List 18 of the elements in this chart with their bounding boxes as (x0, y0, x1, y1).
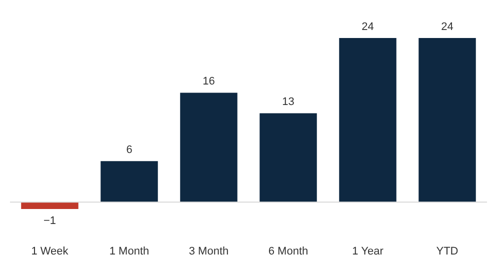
x-tick-label: 1 Week (31, 246, 69, 258)
x-tick-label: 6 Month (268, 246, 308, 258)
bar (21, 202, 78, 209)
x-tick-label: 1 Year (352, 246, 384, 258)
bar (418, 38, 476, 202)
x-tick-label: YTD (436, 246, 458, 258)
bar (339, 38, 396, 202)
data-label: 16 (202, 76, 215, 88)
data-label: 13 (282, 96, 294, 108)
bar (100, 161, 158, 202)
data-label: −1 (43, 215, 56, 227)
bar (180, 92, 238, 202)
x-tick-label: 3 Month (188, 246, 229, 258)
x-tick-label: 1 Month (109, 246, 150, 258)
bar (260, 113, 317, 202)
data-label: 24 (441, 21, 454, 33)
data-label: 6 (126, 144, 132, 156)
data-label: 24 (362, 21, 374, 33)
